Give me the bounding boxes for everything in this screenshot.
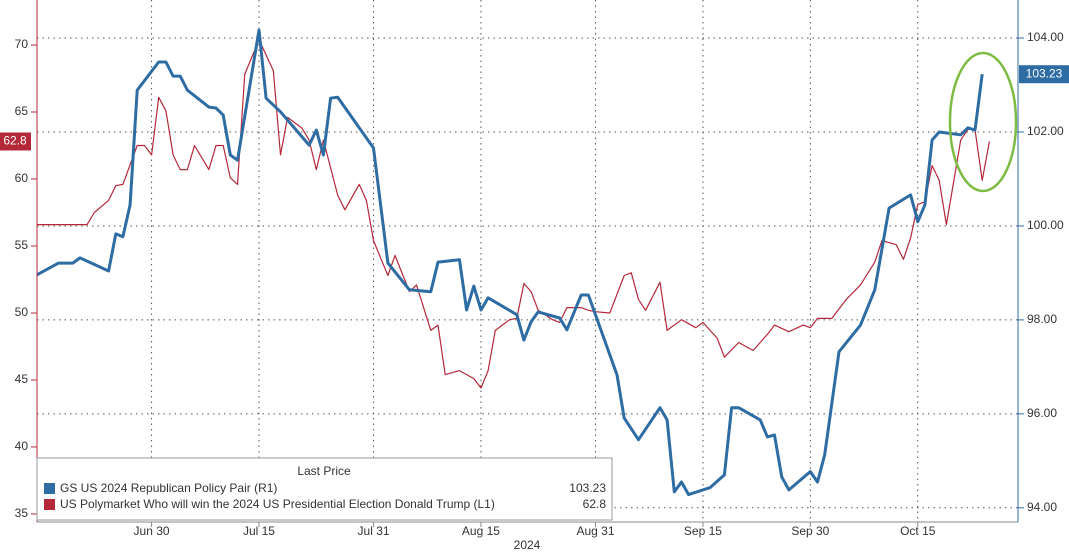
y2-tick-label: 102.00 (1027, 124, 1064, 138)
x-tick-label: Sep 30 (791, 524, 829, 538)
y-tick-label: 60 (15, 171, 29, 185)
y-tick-label: 45 (15, 372, 29, 386)
y2-tick-label: 100.00 (1027, 218, 1064, 232)
y-tick-label: 55 (15, 238, 29, 252)
legend-label: US Polymarket Who will win the 2024 US P… (60, 497, 495, 511)
y2-tick-label: 94.00 (1027, 500, 1057, 514)
legend-value: 103.23 (569, 481, 606, 495)
last-value-label: 62.8 (3, 134, 27, 148)
highlight-ellipse (948, 51, 1018, 193)
plot (36, 28, 990, 497)
y2-tick-label: 98.00 (1027, 312, 1057, 326)
legend-swatch (44, 499, 55, 510)
x-tick-label: Jul 31 (358, 524, 390, 538)
y-tick-label: 40 (15, 439, 29, 453)
x-tick-label: Oct 15 (900, 524, 936, 538)
x-tick-label: Sep 15 (684, 524, 722, 538)
last-value-badge (0, 132, 31, 151)
axes: Jun 30 Jul 15 Jul 31 Aug 15 Aug 31 Sep 15 Sep … (0, 30, 1069, 538)
x-tick-label: Aug 15 (462, 524, 500, 538)
y-tick-label: 65 (15, 104, 29, 118)
x-tick-label: Jun 30 (134, 524, 170, 538)
legend: Last Price GS US 2024 Republican Policy … (36, 457, 613, 521)
y-tick-label: 70 (15, 37, 29, 51)
legend-label: GS US 2024 Republican Policy Pair (R1) (60, 481, 277, 495)
legend-title: Last Price (297, 464, 351, 478)
y-tick-label: 50 (15, 305, 29, 319)
y-tick-label: 35 (15, 506, 29, 520)
y2-tick-label: 104.00 (1027, 30, 1064, 44)
last-value-badge (1019, 65, 1069, 84)
legend-value: 62.8 (583, 497, 607, 511)
x-axis-label: 2024 (514, 538, 541, 552)
last-value-label: 103.23 (1026, 66, 1063, 80)
legend-box (36, 457, 613, 521)
y2-tick-label: 96.00 (1027, 406, 1057, 420)
legend-swatch (44, 483, 55, 494)
series-line (36, 28, 984, 497)
x-tick-label: Aug 31 (577, 524, 615, 538)
x-tick-label: Jul 15 (243, 524, 275, 538)
